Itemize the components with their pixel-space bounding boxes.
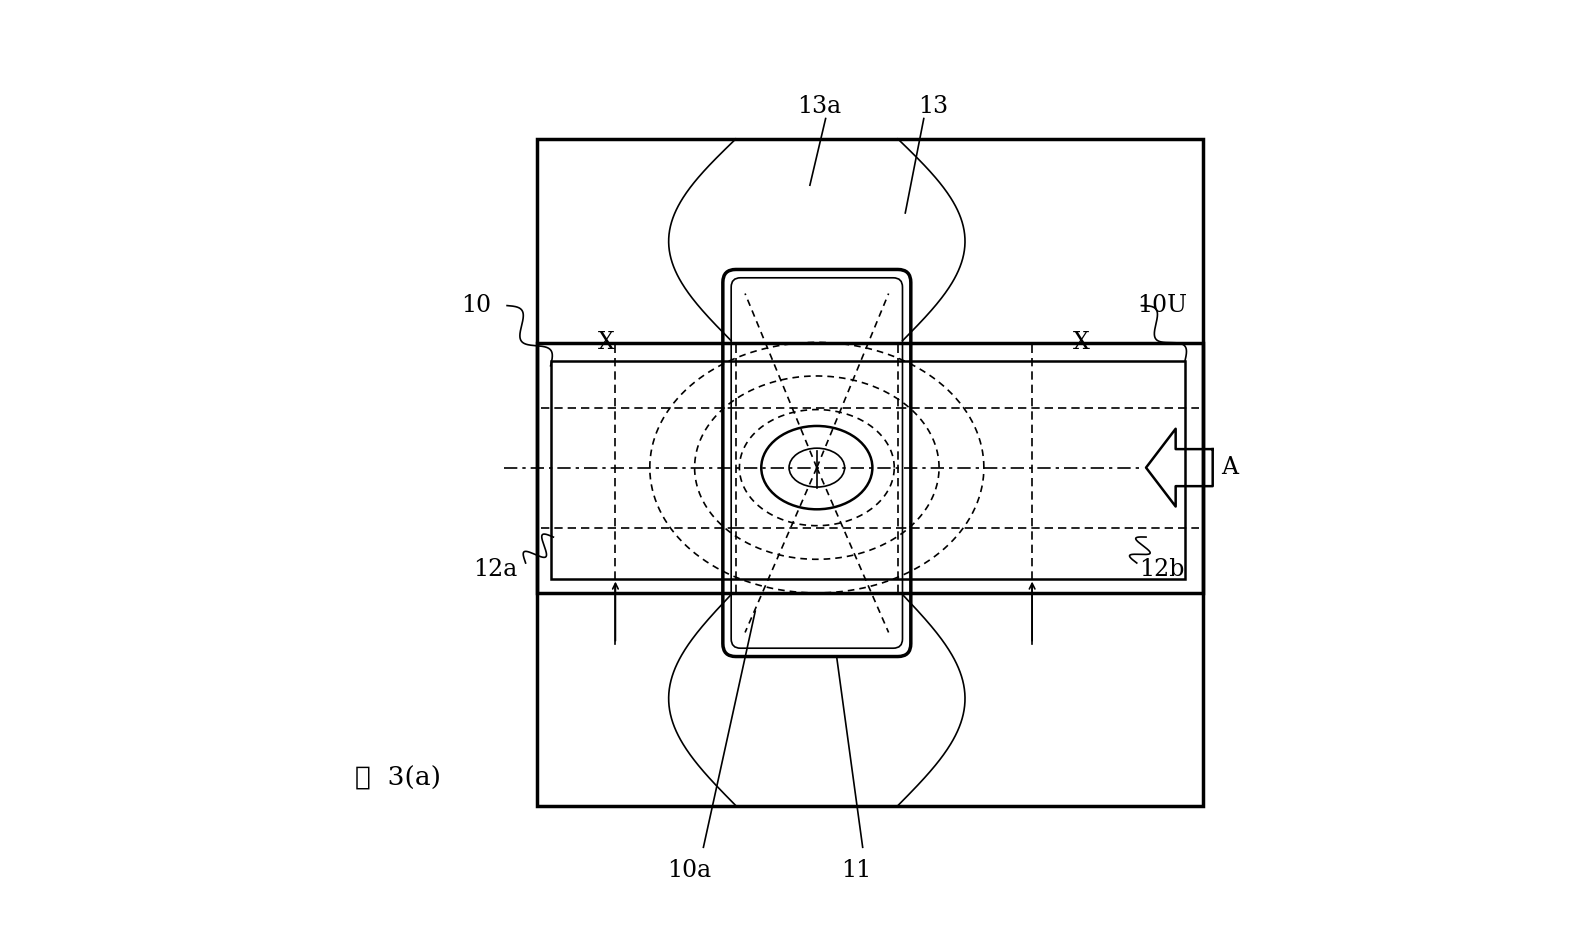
Text: X: X xyxy=(597,332,615,354)
Bar xyxy=(551,361,1184,579)
Text: X: X xyxy=(1073,332,1089,354)
Text: 12b: 12b xyxy=(1140,558,1184,581)
Text: 10: 10 xyxy=(462,294,492,317)
Text: 13: 13 xyxy=(919,95,949,118)
Text: 10U: 10U xyxy=(1137,294,1186,317)
Bar xyxy=(537,139,1204,806)
Text: 11: 11 xyxy=(841,859,871,882)
Text: 13a: 13a xyxy=(798,95,841,118)
Text: 12a: 12a xyxy=(473,558,517,581)
Text: 図  3(a): 図 3(a) xyxy=(355,766,441,790)
Text: A: A xyxy=(1221,457,1239,479)
Text: 10a: 10a xyxy=(667,859,712,882)
Bar xyxy=(537,343,1204,593)
